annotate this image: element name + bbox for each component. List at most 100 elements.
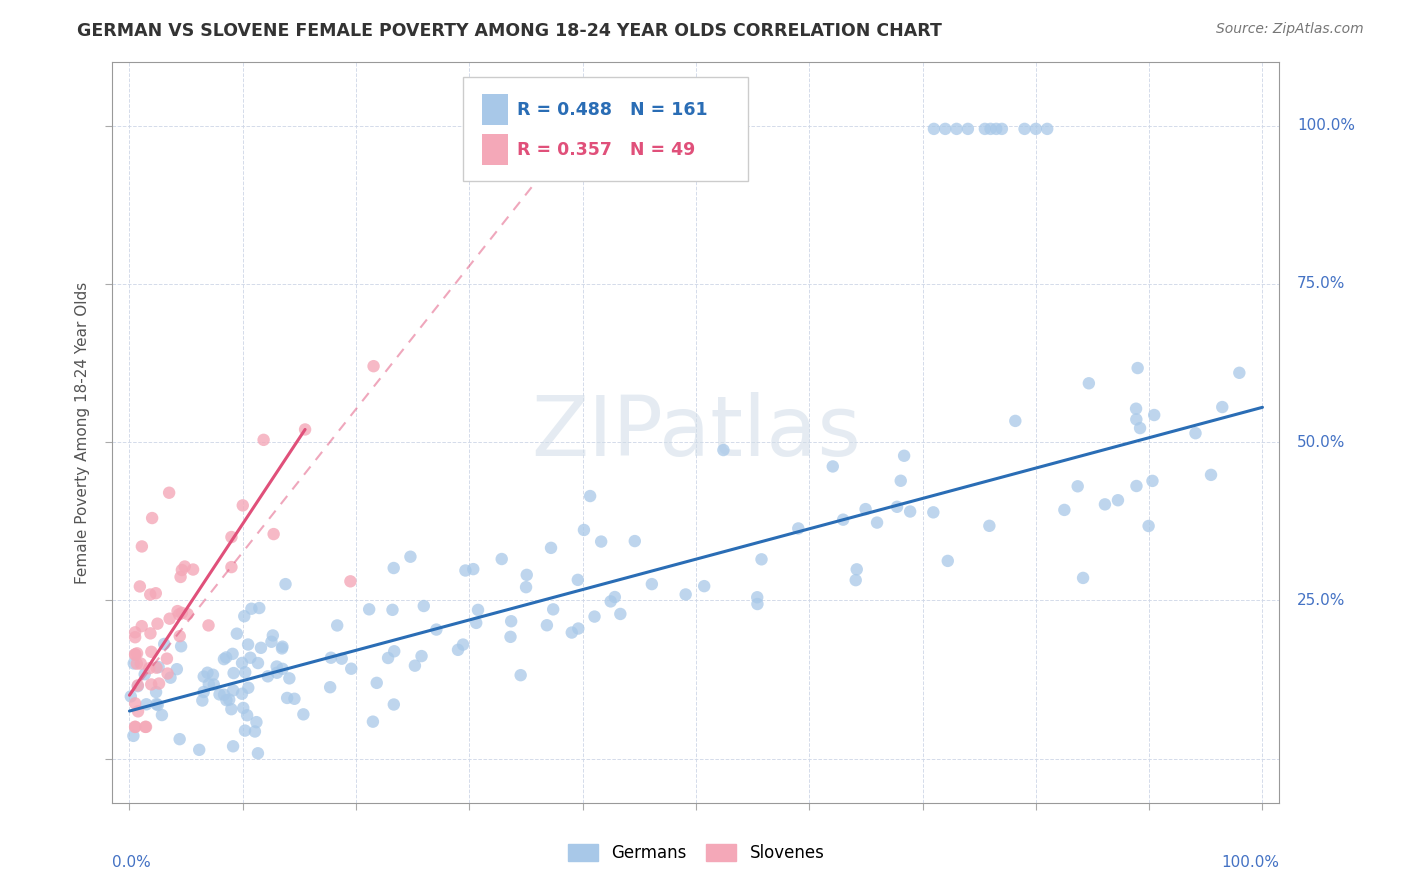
- Point: [893, 449, 915, 463]
- Point: [973, 121, 995, 136]
- Point: [124, 648, 146, 662]
- Point: [256, 669, 278, 683]
- Point: [1107, 493, 1129, 508]
- Point: [609, 607, 631, 621]
- Point: [382, 644, 405, 658]
- Point: [139, 588, 162, 602]
- Point: [675, 587, 697, 601]
- Point: [127, 678, 149, 692]
- Point: [465, 615, 488, 630]
- Point: [169, 570, 191, 584]
- Point: [1227, 366, 1250, 380]
- Point: [271, 662, 294, 676]
- Point: [1199, 467, 1222, 482]
- Point: [979, 518, 1001, 533]
- Point: [603, 590, 626, 604]
- Point: [501, 614, 523, 628]
- Point: [340, 662, 363, 676]
- Point: [319, 680, 342, 694]
- Point: [1025, 121, 1047, 136]
- Point: [176, 607, 198, 621]
- Point: [1126, 361, 1149, 376]
- Point: [1077, 376, 1099, 391]
- Point: [141, 645, 163, 659]
- Point: [1142, 474, 1164, 488]
- Point: [1125, 401, 1147, 416]
- Point: [936, 554, 959, 568]
- Point: [980, 121, 1002, 136]
- Point: [146, 698, 169, 712]
- Point: [246, 746, 269, 760]
- Point: [382, 698, 405, 712]
- Point: [239, 650, 262, 665]
- Point: [747, 591, 769, 605]
- Point: [169, 732, 191, 747]
- Point: [131, 619, 153, 633]
- Point: [222, 739, 245, 754]
- Point: [212, 652, 235, 666]
- Point: [454, 564, 477, 578]
- Point: [934, 121, 956, 136]
- Point: [222, 683, 245, 698]
- Point: [1014, 121, 1036, 136]
- Point: [134, 720, 156, 734]
- Point: [382, 561, 405, 575]
- Point: [451, 638, 474, 652]
- Point: [359, 602, 381, 616]
- Point: [124, 630, 146, 644]
- Text: 0.0%: 0.0%: [112, 855, 152, 870]
- Point: [956, 121, 979, 136]
- Point: [271, 640, 294, 654]
- Point: [146, 616, 169, 631]
- Point: [463, 562, 485, 576]
- Point: [124, 625, 146, 640]
- Point: [167, 607, 190, 622]
- Point: [127, 679, 149, 693]
- Point: [181, 562, 204, 576]
- Point: [135, 698, 157, 712]
- Point: [561, 625, 583, 640]
- Point: [145, 685, 167, 699]
- Point: [447, 643, 470, 657]
- Point: [411, 649, 433, 664]
- Point: [326, 618, 349, 632]
- Point: [191, 693, 214, 707]
- Text: 100.0%: 100.0%: [1222, 855, 1279, 870]
- Point: [713, 443, 735, 458]
- Text: 25.0%: 25.0%: [1296, 593, 1346, 607]
- Point: [292, 707, 315, 722]
- Point: [134, 667, 156, 681]
- Point: [747, 597, 769, 611]
- Point: [1129, 421, 1152, 435]
- Point: [240, 601, 263, 615]
- Point: [145, 697, 167, 711]
- Point: [127, 704, 149, 718]
- Point: [266, 659, 288, 673]
- Point: [166, 662, 188, 676]
- Text: Source: ZipAtlas.com: Source: ZipAtlas.com: [1216, 22, 1364, 37]
- Point: [516, 567, 538, 582]
- Point: [208, 687, 231, 701]
- Bar: [482, 135, 508, 165]
- Point: [129, 657, 152, 671]
- Point: [225, 626, 247, 640]
- Point: [541, 602, 564, 616]
- Point: [236, 708, 259, 723]
- Point: [693, 579, 716, 593]
- Point: [124, 697, 146, 711]
- Point: [150, 708, 173, 723]
- Point: [122, 657, 145, 671]
- Point: [243, 724, 266, 739]
- Point: [156, 651, 179, 665]
- Point: [1036, 121, 1059, 136]
- Point: [1137, 519, 1160, 533]
- Point: [363, 359, 385, 374]
- Point: [623, 534, 645, 549]
- Point: [145, 586, 167, 600]
- Text: 100.0%: 100.0%: [1296, 119, 1355, 133]
- Point: [467, 603, 489, 617]
- Point: [1004, 414, 1026, 428]
- Point: [1071, 571, 1094, 585]
- Point: [890, 474, 912, 488]
- Point: [1211, 400, 1233, 414]
